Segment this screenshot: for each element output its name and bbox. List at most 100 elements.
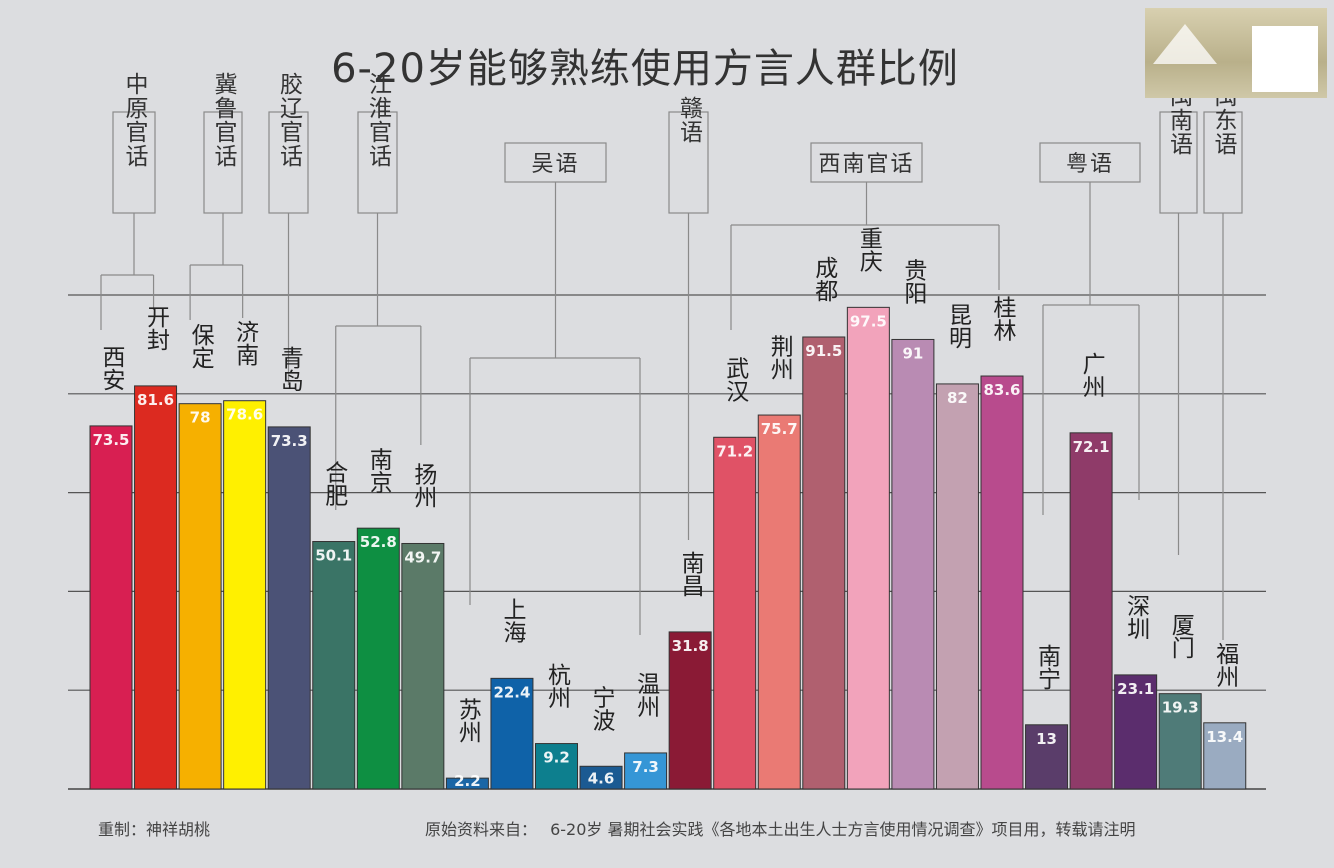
- bar-青岛: [267, 426, 311, 790]
- category-label: 上海: [499, 597, 527, 643]
- value-label: 81.6: [137, 391, 174, 409]
- value-label: 50.1: [315, 547, 352, 565]
- category-label: 贵阳: [900, 258, 927, 304]
- bar-西安: [89, 425, 133, 790]
- group-label: 冀鲁官话: [210, 72, 238, 168]
- source-text: 原始资料来自： 6-20岁 暑期社会实践《各地本土出生人士方言使用情况调查》项目…: [425, 820, 1136, 839]
- bar-南宁: [1025, 724, 1069, 790]
- group-label: 赣语: [676, 96, 704, 144]
- category-label: 宁波: [588, 685, 616, 731]
- value-label: 9.2: [543, 749, 570, 767]
- value-label: 13: [1036, 730, 1057, 748]
- group-label: 江淮官话: [365, 72, 393, 168]
- category-label: 深圳: [1123, 594, 1151, 640]
- bar-武汉: [713, 436, 757, 790]
- value-label: 78.6: [226, 406, 263, 424]
- value-label: 7.3: [632, 758, 659, 776]
- category-label: 南京: [365, 447, 392, 493]
- value-label: 91.5: [805, 342, 842, 360]
- qr-code-icon[interactable]: [1252, 26, 1318, 92]
- group-label: 吴语: [531, 152, 579, 177]
- bar-昆明: [935, 383, 979, 790]
- chart-title: 6-20岁能够熟练使用方言人群比例: [331, 46, 959, 92]
- bar-深圳: [1114, 674, 1158, 790]
- category-label: 苏州: [454, 697, 482, 743]
- bar-温州: [624, 752, 668, 790]
- bar-桂林: [980, 375, 1024, 790]
- category-label: 厦门: [1167, 613, 1195, 659]
- value-label: 31.8: [672, 637, 709, 655]
- group-label: 胶辽官话: [276, 72, 304, 168]
- logo-qr-image[interactable]: [1145, 8, 1327, 98]
- category-label: 青岛: [276, 346, 303, 392]
- value-label: 2.2: [454, 772, 481, 790]
- value-label: 97.5: [850, 312, 887, 330]
- bar-开封: [134, 385, 178, 790]
- group-label: 西南官话: [818, 152, 914, 177]
- group-label-box: [504, 142, 607, 183]
- bar-杭州: [535, 743, 578, 790]
- category-label: 重庆: [855, 226, 883, 272]
- category-label: 济南: [232, 320, 260, 366]
- value-label: 73.3: [271, 432, 308, 450]
- value-label: 52.8: [360, 533, 397, 551]
- group-label-box: [112, 111, 156, 214]
- category-label: 南宁: [1034, 644, 1061, 690]
- group-label-box: [1039, 142, 1141, 183]
- category-label: 扬州: [410, 462, 438, 508]
- value-label: 83.6: [983, 381, 1020, 399]
- credit-text: 重制：神祥胡桃: [98, 820, 211, 839]
- category-label: 武汉: [722, 356, 750, 402]
- group-label: 中原官话: [121, 72, 149, 168]
- group-label-box: [357, 111, 398, 214]
- bar-厦门: [1158, 693, 1202, 790]
- group-label-box: [1203, 111, 1243, 214]
- group-label-box: [1159, 111, 1198, 214]
- value-label: 13.4: [1206, 728, 1243, 746]
- category-label: 合肥: [321, 461, 349, 507]
- bar-南京: [356, 527, 400, 790]
- category-label: 温州: [633, 672, 661, 718]
- value-label: 73.5: [92, 431, 129, 449]
- bar-合肥: [312, 541, 356, 790]
- value-label: 75.7: [761, 420, 798, 438]
- bar-福州: [1203, 722, 1247, 790]
- bar-济南: [223, 400, 267, 790]
- value-label: 91: [902, 344, 923, 362]
- value-label: 82: [947, 389, 968, 407]
- value-label: 22.4: [493, 683, 530, 701]
- mountain-logo-icon: [1153, 24, 1217, 64]
- category-label: 西安: [98, 345, 125, 391]
- group-label: 粤语: [1066, 152, 1114, 177]
- bar-成都: [802, 336, 846, 790]
- bar-贵阳: [891, 338, 935, 790]
- category-label: 成都: [811, 256, 839, 302]
- bar-扬州: [401, 542, 445, 790]
- value-label: 19.3: [1162, 699, 1199, 717]
- group-label-box: [668, 111, 709, 214]
- bar-荆州: [757, 414, 801, 790]
- bar-重庆: [846, 306, 890, 790]
- group-label-box: [810, 142, 923, 183]
- value-label: 72.1: [1073, 438, 1110, 456]
- value-label: 4.6: [588, 770, 615, 788]
- category-label: 广州: [1078, 352, 1106, 398]
- category-label: 福州: [1212, 642, 1240, 688]
- bar-苏州: [445, 777, 489, 790]
- bar-保定: [178, 403, 222, 790]
- category-label: 杭州: [544, 663, 572, 709]
- value-label: 78: [190, 409, 211, 427]
- category-label: 荆州: [766, 334, 794, 380]
- category-label: 保定: [187, 323, 215, 369]
- value-label: 23.1: [1117, 680, 1154, 698]
- value-label: 49.7: [404, 548, 441, 566]
- bar-南昌: [668, 631, 712, 790]
- category-label: 开封: [143, 305, 171, 351]
- group-label-box: [268, 111, 309, 214]
- bar-宁波: [579, 765, 623, 790]
- category-label: 桂林: [989, 295, 1017, 341]
- category-label: 昆明: [944, 303, 971, 349]
- bar-广州: [1069, 432, 1113, 790]
- category-label: 南昌: [677, 551, 704, 597]
